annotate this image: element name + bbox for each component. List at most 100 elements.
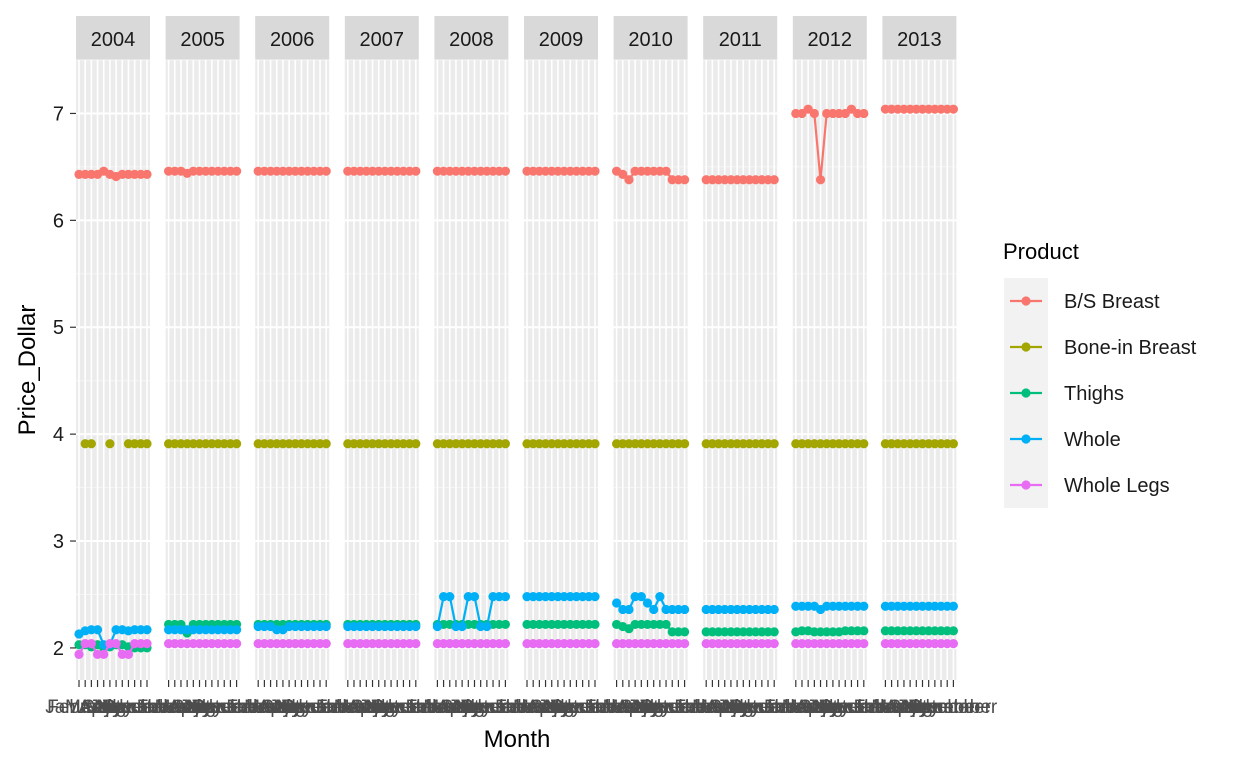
x-tick-label: January	[852, 697, 920, 718]
x-tick-label: August	[630, 697, 690, 718]
data-point	[948, 601, 959, 611]
legend-key-point	[1021, 480, 1031, 490]
data-point	[680, 175, 690, 185]
x-axis: JanuaryFebruaryMarchAprilMayJuneJulyAugu…	[45, 680, 998, 718]
facet-strip-label: 2008	[449, 29, 494, 51]
y-tick-label: 4	[53, 424, 64, 446]
facet-strip	[524, 16, 598, 60]
panel-background	[165, 60, 240, 680]
data-point	[321, 439, 331, 449]
x-tick-label: September	[172, 697, 266, 718]
x-tick-label: December	[730, 697, 818, 718]
facet-strip-label: 2013	[897, 29, 942, 51]
x-tick-label: May	[892, 697, 928, 718]
data-point	[948, 104, 959, 114]
x-tick-label: October	[638, 697, 706, 718]
data-point	[680, 627, 690, 637]
x-tick-label: January	[583, 697, 651, 718]
panel-background	[882, 60, 957, 680]
x-tick-label: January	[45, 697, 113, 718]
x-tick-label: October	[190, 697, 258, 718]
data-point	[232, 639, 242, 649]
x-tick-label: January	[314, 697, 382, 718]
x-tick-label: September	[799, 697, 893, 718]
legend-title: Product	[1003, 239, 1079, 264]
series-whole-legs	[74, 639, 959, 659]
facet-panel-2013: 2013	[882, 16, 957, 680]
x-tick-label: July	[458, 697, 492, 718]
facet-panel-2011: 2011	[703, 16, 778, 680]
data-point	[500, 639, 510, 649]
x-tick-label: May	[265, 697, 301, 718]
x-tick-label: January	[672, 697, 740, 718]
x-tick-label: June	[448, 697, 489, 718]
x-tick-label: December	[910, 697, 998, 718]
x-tick-label: May	[86, 697, 122, 718]
data-point	[411, 621, 421, 632]
x-tick-label: October	[370, 697, 438, 718]
facet-strip	[76, 16, 150, 60]
data-point	[590, 439, 600, 449]
x-tick-label: May	[444, 697, 480, 718]
facet-strip-label: 2004	[91, 29, 136, 51]
data-point	[142, 169, 152, 179]
data-point	[612, 598, 622, 608]
series-whole	[74, 592, 959, 650]
x-tick-label: February	[495, 697, 572, 718]
x-tick-label: November	[97, 697, 185, 718]
x-tick-label: April	[706, 697, 744, 718]
data-point	[123, 649, 134, 659]
data-point	[590, 639, 600, 649]
x-tick-label: December	[551, 697, 639, 718]
facet-strip-label: 2009	[539, 29, 584, 51]
facet-panels: 2004 2005 2006 2007 2008 2009 2010 2011 2012 2013	[74, 16, 959, 680]
facet-panel-2012: 2012	[792, 16, 867, 680]
x-tick-label: September	[82, 697, 176, 718]
data-point	[859, 439, 869, 449]
facet-strip-label: 2006	[270, 29, 315, 51]
x-tick-label: February	[585, 697, 662, 718]
x-tick-label: January	[493, 697, 561, 718]
x-tick-label: August	[182, 697, 242, 718]
x-tick-label: February	[137, 697, 214, 718]
x-tick-label: June	[89, 697, 130, 718]
panel-background	[613, 60, 688, 680]
x-tick-label: June	[537, 697, 578, 718]
legend-label: Thighs	[1064, 383, 1124, 405]
facet-panel-2007: 2007	[344, 16, 419, 680]
x-tick-label: December	[641, 697, 729, 718]
legend-item: B/S Breast	[1010, 291, 1160, 313]
data-point	[232, 625, 242, 635]
x-tick-label: April	[258, 697, 296, 718]
panel-background	[703, 60, 778, 680]
x-tick-label: January	[135, 697, 203, 718]
data-point	[661, 619, 671, 630]
panel-background	[76, 60, 150, 680]
x-tick-label: August	[809, 697, 869, 718]
x-tick-label: April	[885, 697, 923, 718]
y-tick-label: 3	[53, 531, 64, 553]
x-tick-label: October	[818, 697, 886, 718]
x-tick-label: July	[906, 697, 940, 718]
x-tick-label: November	[366, 697, 454, 718]
facet-strip	[882, 16, 957, 60]
facet-strip-label: 2012	[808, 29, 853, 51]
data-point	[661, 166, 671, 176]
data-point	[590, 166, 600, 176]
x-tick-label: April	[347, 697, 385, 718]
data-point	[142, 439, 152, 449]
x-tick-label: August	[272, 697, 332, 718]
x-tick-label: March	[871, 697, 924, 718]
data-point	[500, 619, 510, 630]
x-tick-label: December	[282, 697, 370, 718]
x-tick-label: November	[724, 697, 812, 718]
x-tick-label: October	[459, 697, 527, 718]
legend-item: Bone-in Breast	[1010, 337, 1197, 359]
facet-strip	[792, 16, 867, 60]
data-point	[769, 604, 779, 615]
data-point	[624, 604, 634, 615]
x-tick-label: July	[189, 697, 223, 718]
facet-strip-label: 2007	[360, 29, 405, 51]
x-tick-label: October	[101, 697, 169, 718]
x-tick-label: December	[193, 697, 281, 718]
